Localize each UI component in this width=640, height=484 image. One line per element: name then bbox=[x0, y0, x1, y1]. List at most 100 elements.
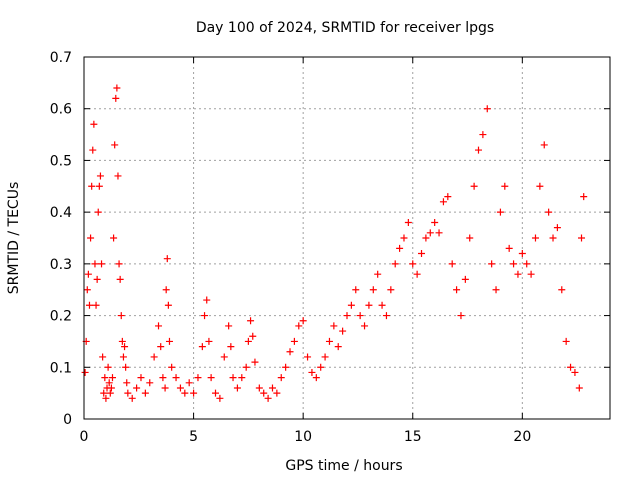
data-point bbox=[540, 141, 548, 149]
chart-title: Day 100 of 2024, SRMTID for receiver lpg… bbox=[196, 20, 494, 36]
data-point bbox=[242, 363, 250, 371]
data-point bbox=[483, 105, 491, 113]
data-point bbox=[575, 384, 583, 392]
data-point bbox=[286, 348, 294, 356]
data-point bbox=[558, 286, 566, 294]
data-point bbox=[356, 312, 364, 320]
data-point bbox=[453, 286, 461, 294]
data-point bbox=[264, 394, 272, 402]
data-point bbox=[461, 275, 469, 283]
data-point bbox=[137, 374, 145, 382]
data-point bbox=[479, 131, 487, 139]
data-point bbox=[185, 379, 193, 387]
data-point bbox=[339, 327, 347, 335]
data-point bbox=[466, 234, 474, 242]
data-point bbox=[150, 353, 158, 361]
data-point bbox=[435, 229, 443, 237]
data-point bbox=[330, 322, 338, 330]
data-point bbox=[157, 343, 165, 351]
data-point bbox=[321, 353, 329, 361]
data-point bbox=[229, 374, 237, 382]
data-point bbox=[207, 374, 215, 382]
data-point bbox=[216, 394, 224, 402]
data-point bbox=[233, 384, 241, 392]
data-point bbox=[578, 234, 586, 242]
y-tick-label: 0.1 bbox=[50, 360, 72, 376]
data-point bbox=[531, 234, 539, 242]
data-point bbox=[365, 301, 373, 309]
data-point bbox=[244, 337, 252, 345]
data-point bbox=[492, 286, 500, 294]
data-point bbox=[567, 363, 575, 371]
data-point bbox=[562, 337, 570, 345]
data-point bbox=[205, 337, 213, 345]
data-point bbox=[374, 270, 382, 278]
data-point bbox=[312, 374, 320, 382]
data-point bbox=[238, 374, 246, 382]
data-point bbox=[115, 260, 123, 268]
data-point bbox=[382, 312, 390, 320]
data-point bbox=[501, 182, 509, 190]
data-point bbox=[347, 301, 355, 309]
axis-ticks: 0 5 10 15 20 0 0.1 0.2 0.3 0.4 0.5 0.6 0.7 bbox=[50, 50, 610, 445]
data-point bbox=[161, 384, 169, 392]
x-axis-label: GPS time / hours bbox=[285, 458, 402, 474]
data-point bbox=[122, 363, 130, 371]
data-point bbox=[190, 389, 198, 397]
data-point bbox=[470, 182, 478, 190]
data-point bbox=[87, 234, 95, 242]
y-tick-label: 0.5 bbox=[50, 153, 72, 169]
data-point bbox=[110, 234, 118, 242]
data-point bbox=[225, 322, 233, 330]
data-point bbox=[553, 224, 561, 232]
data-point bbox=[111, 141, 119, 149]
data-point bbox=[92, 301, 100, 309]
data-point bbox=[536, 182, 544, 190]
data-point bbox=[409, 260, 417, 268]
data-point bbox=[104, 363, 112, 371]
data-point bbox=[117, 312, 125, 320]
data-point bbox=[387, 286, 395, 294]
data-point bbox=[282, 363, 290, 371]
data-point bbox=[201, 312, 209, 320]
data-point bbox=[527, 270, 535, 278]
grid-lines bbox=[84, 57, 610, 419]
data-point bbox=[203, 296, 211, 304]
y-axis-label: SRMTID / TECUs bbox=[6, 182, 22, 295]
data-point bbox=[255, 384, 263, 392]
data-point bbox=[308, 368, 316, 376]
data-point bbox=[194, 374, 202, 382]
data-point bbox=[295, 322, 303, 330]
data-point bbox=[431, 218, 439, 226]
data-point bbox=[251, 358, 259, 366]
data-point bbox=[163, 255, 171, 263]
data-point bbox=[165, 337, 173, 345]
data-point bbox=[304, 353, 312, 361]
data-point bbox=[176, 384, 184, 392]
data-point bbox=[172, 374, 180, 382]
data-point bbox=[121, 343, 129, 351]
data-point bbox=[162, 286, 170, 294]
data-point bbox=[94, 208, 102, 216]
data-point bbox=[488, 260, 496, 268]
data-point bbox=[106, 389, 114, 397]
data-point bbox=[98, 260, 106, 268]
data-point bbox=[99, 353, 107, 361]
data-point bbox=[545, 208, 553, 216]
data-point bbox=[343, 312, 351, 320]
data-point bbox=[378, 301, 386, 309]
data-point bbox=[514, 270, 522, 278]
data-point bbox=[404, 218, 412, 226]
data-point bbox=[444, 193, 452, 201]
data-point bbox=[128, 394, 136, 402]
data-point bbox=[413, 270, 421, 278]
data-point bbox=[164, 301, 172, 309]
data-point bbox=[361, 322, 369, 330]
data-point bbox=[96, 172, 104, 180]
data-point bbox=[89, 146, 97, 154]
data-point bbox=[107, 384, 115, 392]
data-point bbox=[496, 208, 504, 216]
data-point bbox=[155, 322, 163, 330]
y-tick-label: 0.7 bbox=[50, 50, 72, 66]
